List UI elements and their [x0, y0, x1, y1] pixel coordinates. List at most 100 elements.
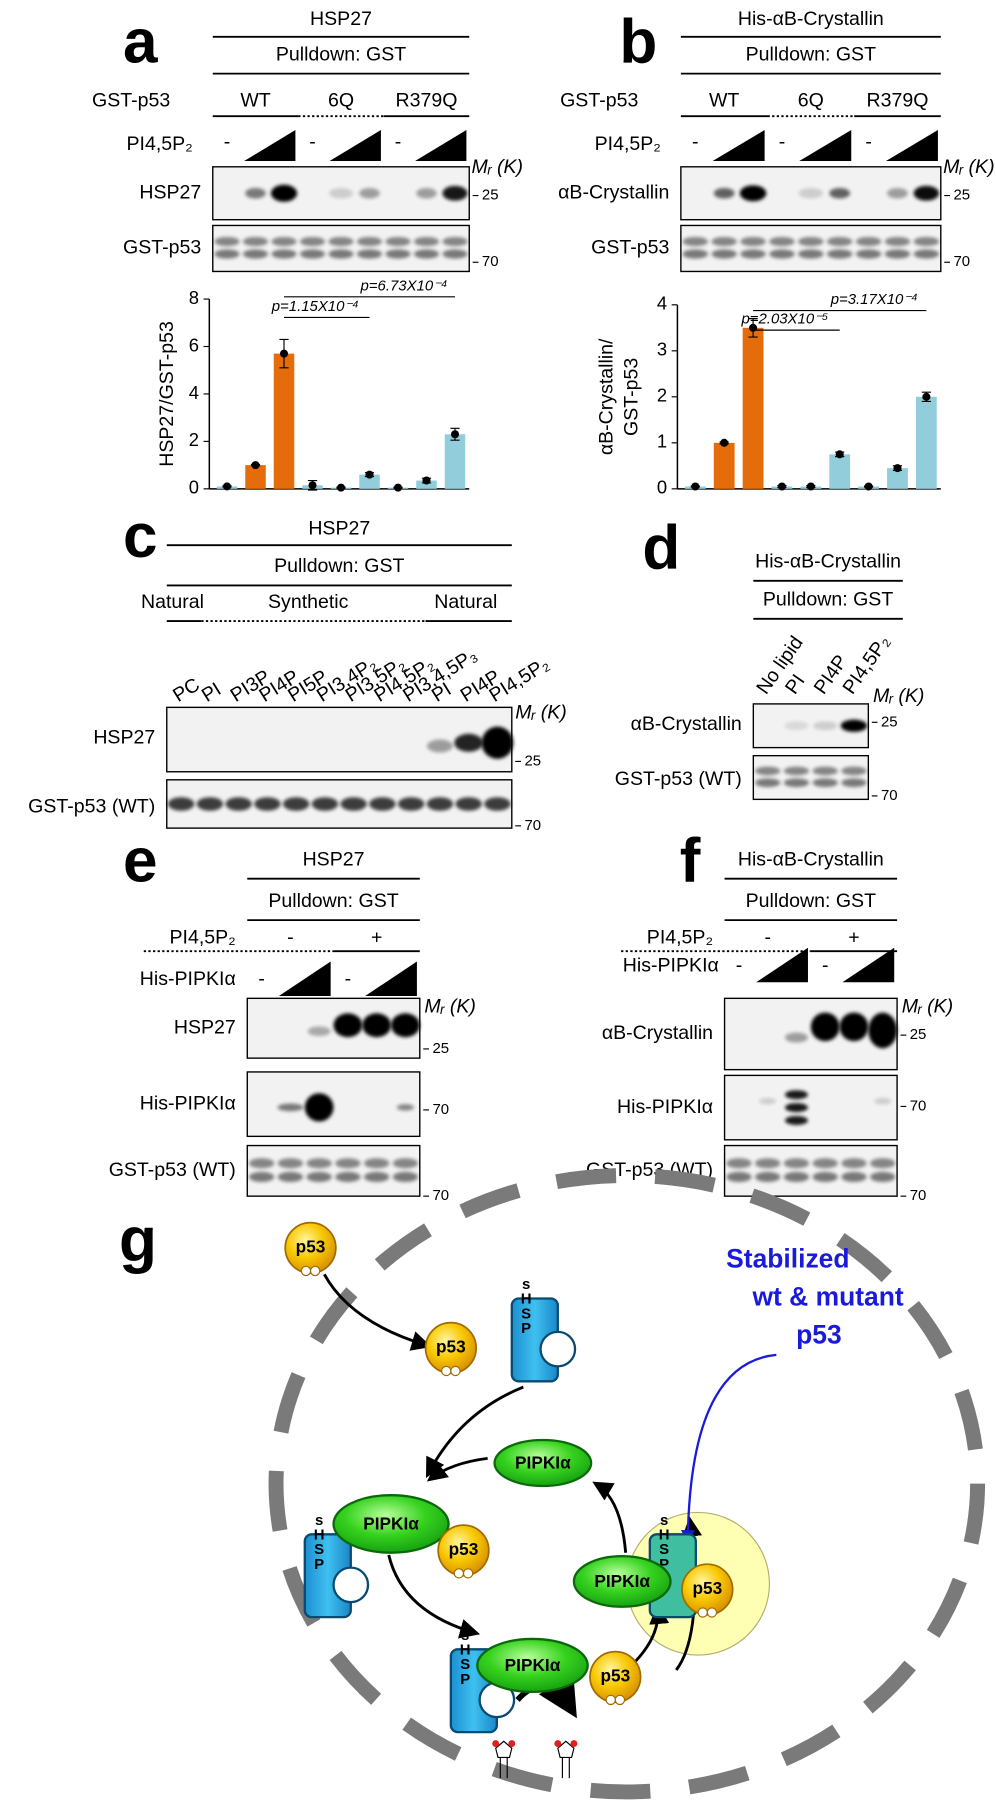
band [426, 797, 454, 811]
marker-label: 25 [953, 187, 970, 204]
band [299, 236, 326, 247]
band [798, 236, 824, 247]
band [455, 797, 482, 811]
band [840, 719, 868, 732]
group-label: R379Q [396, 89, 458, 111]
protein-title: HSP27 [308, 517, 370, 539]
p53-notch [450, 1365, 461, 1377]
y-axis-label: GST-p53 [621, 358, 643, 436]
band [784, 1032, 808, 1043]
mr-label: Mᵣ (K) [902, 996, 954, 1018]
blot [723, 1074, 898, 1141]
wedge [415, 129, 467, 162]
band [306, 1158, 332, 1169]
pulldown-label: Pulldown: GST [274, 555, 404, 577]
minus: - [692, 131, 699, 153]
band [254, 797, 281, 811]
band [783, 1171, 810, 1182]
mr-label: Mᵣ (K) [472, 156, 524, 178]
marker-label: 25 [482, 187, 499, 204]
panel-letter: a [123, 7, 158, 76]
kinase-label: His-PIPKIα [140, 968, 236, 990]
p53-label: p53 [296, 1236, 326, 1256]
lane-label: PI [198, 678, 225, 706]
lipid-state: + [371, 927, 382, 949]
band [755, 1171, 781, 1182]
minus: - [345, 968, 352, 990]
band [813, 721, 838, 731]
band [481, 726, 514, 759]
lipid-phosphate [554, 1740, 562, 1748]
lipid-tail [499, 1757, 508, 1779]
band [364, 1158, 390, 1169]
y-tick-label: 8 [189, 287, 199, 308]
data-point [308, 481, 317, 490]
y-tick-label: 2 [189, 429, 199, 450]
wedge [842, 947, 895, 983]
blot-label: GST-p53 [591, 237, 669, 259]
band [887, 187, 908, 199]
lipid-label: PI4,5P₂ [647, 927, 713, 949]
marker-label: 70 [432, 1187, 449, 1204]
pipki-protein [572, 1554, 672, 1608]
band [397, 797, 425, 811]
lipid-tail [561, 1757, 570, 1779]
minus: - [736, 954, 743, 976]
band [426, 739, 453, 753]
band [249, 1158, 275, 1169]
p53-notch [697, 1607, 708, 1618]
band [769, 236, 795, 247]
pipki-protein [476, 1637, 589, 1694]
p53-notch [453, 1568, 465, 1579]
protein-title: His-αB-Crystallin [755, 551, 901, 573]
data-point [279, 349, 289, 358]
protein-title: His-αB-Crystallin [738, 848, 884, 870]
data-point [777, 482, 786, 491]
blot [723, 1144, 898, 1197]
marker-label: 25 [432, 1040, 449, 1057]
band [271, 249, 297, 259]
band [874, 1097, 892, 1105]
lipid-state: - [287, 927, 294, 949]
band [812, 766, 838, 776]
band [416, 187, 437, 199]
p53-label: p53 [449, 1539, 479, 1559]
data-point [922, 392, 931, 401]
marker-label: 70 [910, 1097, 927, 1114]
band [442, 236, 468, 247]
wedge [885, 129, 938, 162]
p-value: p=2.03X10⁻⁵ [740, 311, 828, 328]
band [812, 1158, 838, 1169]
marker-label: 70 [432, 1101, 449, 1118]
y-tick-label: 4 [657, 293, 667, 314]
blot-label: HSP27 [174, 1016, 236, 1038]
bar [829, 454, 851, 489]
band [711, 249, 737, 259]
shsp-pocket [539, 1330, 577, 1368]
band [812, 778, 838, 788]
band [214, 249, 240, 259]
band [682, 236, 709, 247]
data-point [365, 470, 374, 479]
band [711, 236, 737, 247]
lipid-state: - [764, 927, 771, 949]
blot [166, 706, 513, 773]
callout: Stabilized [726, 1244, 849, 1274]
band [769, 249, 795, 259]
protein-title: HSP27 [303, 848, 365, 870]
band [270, 184, 298, 202]
bar [742, 327, 764, 489]
marker-label: 70 [524, 817, 541, 834]
band [798, 249, 824, 259]
band [784, 1115, 808, 1125]
band [333, 1013, 363, 1038]
pulldown-label: Pulldown: GST [276, 43, 406, 65]
pulldown-label: Pulldown: GST [268, 890, 398, 912]
panel-letter: d [642, 513, 680, 582]
band [299, 249, 326, 259]
band [311, 797, 339, 811]
blot-label: His-PIPKIα [617, 1096, 713, 1118]
lipid-phosphate [570, 1740, 578, 1748]
band [307, 1026, 331, 1037]
